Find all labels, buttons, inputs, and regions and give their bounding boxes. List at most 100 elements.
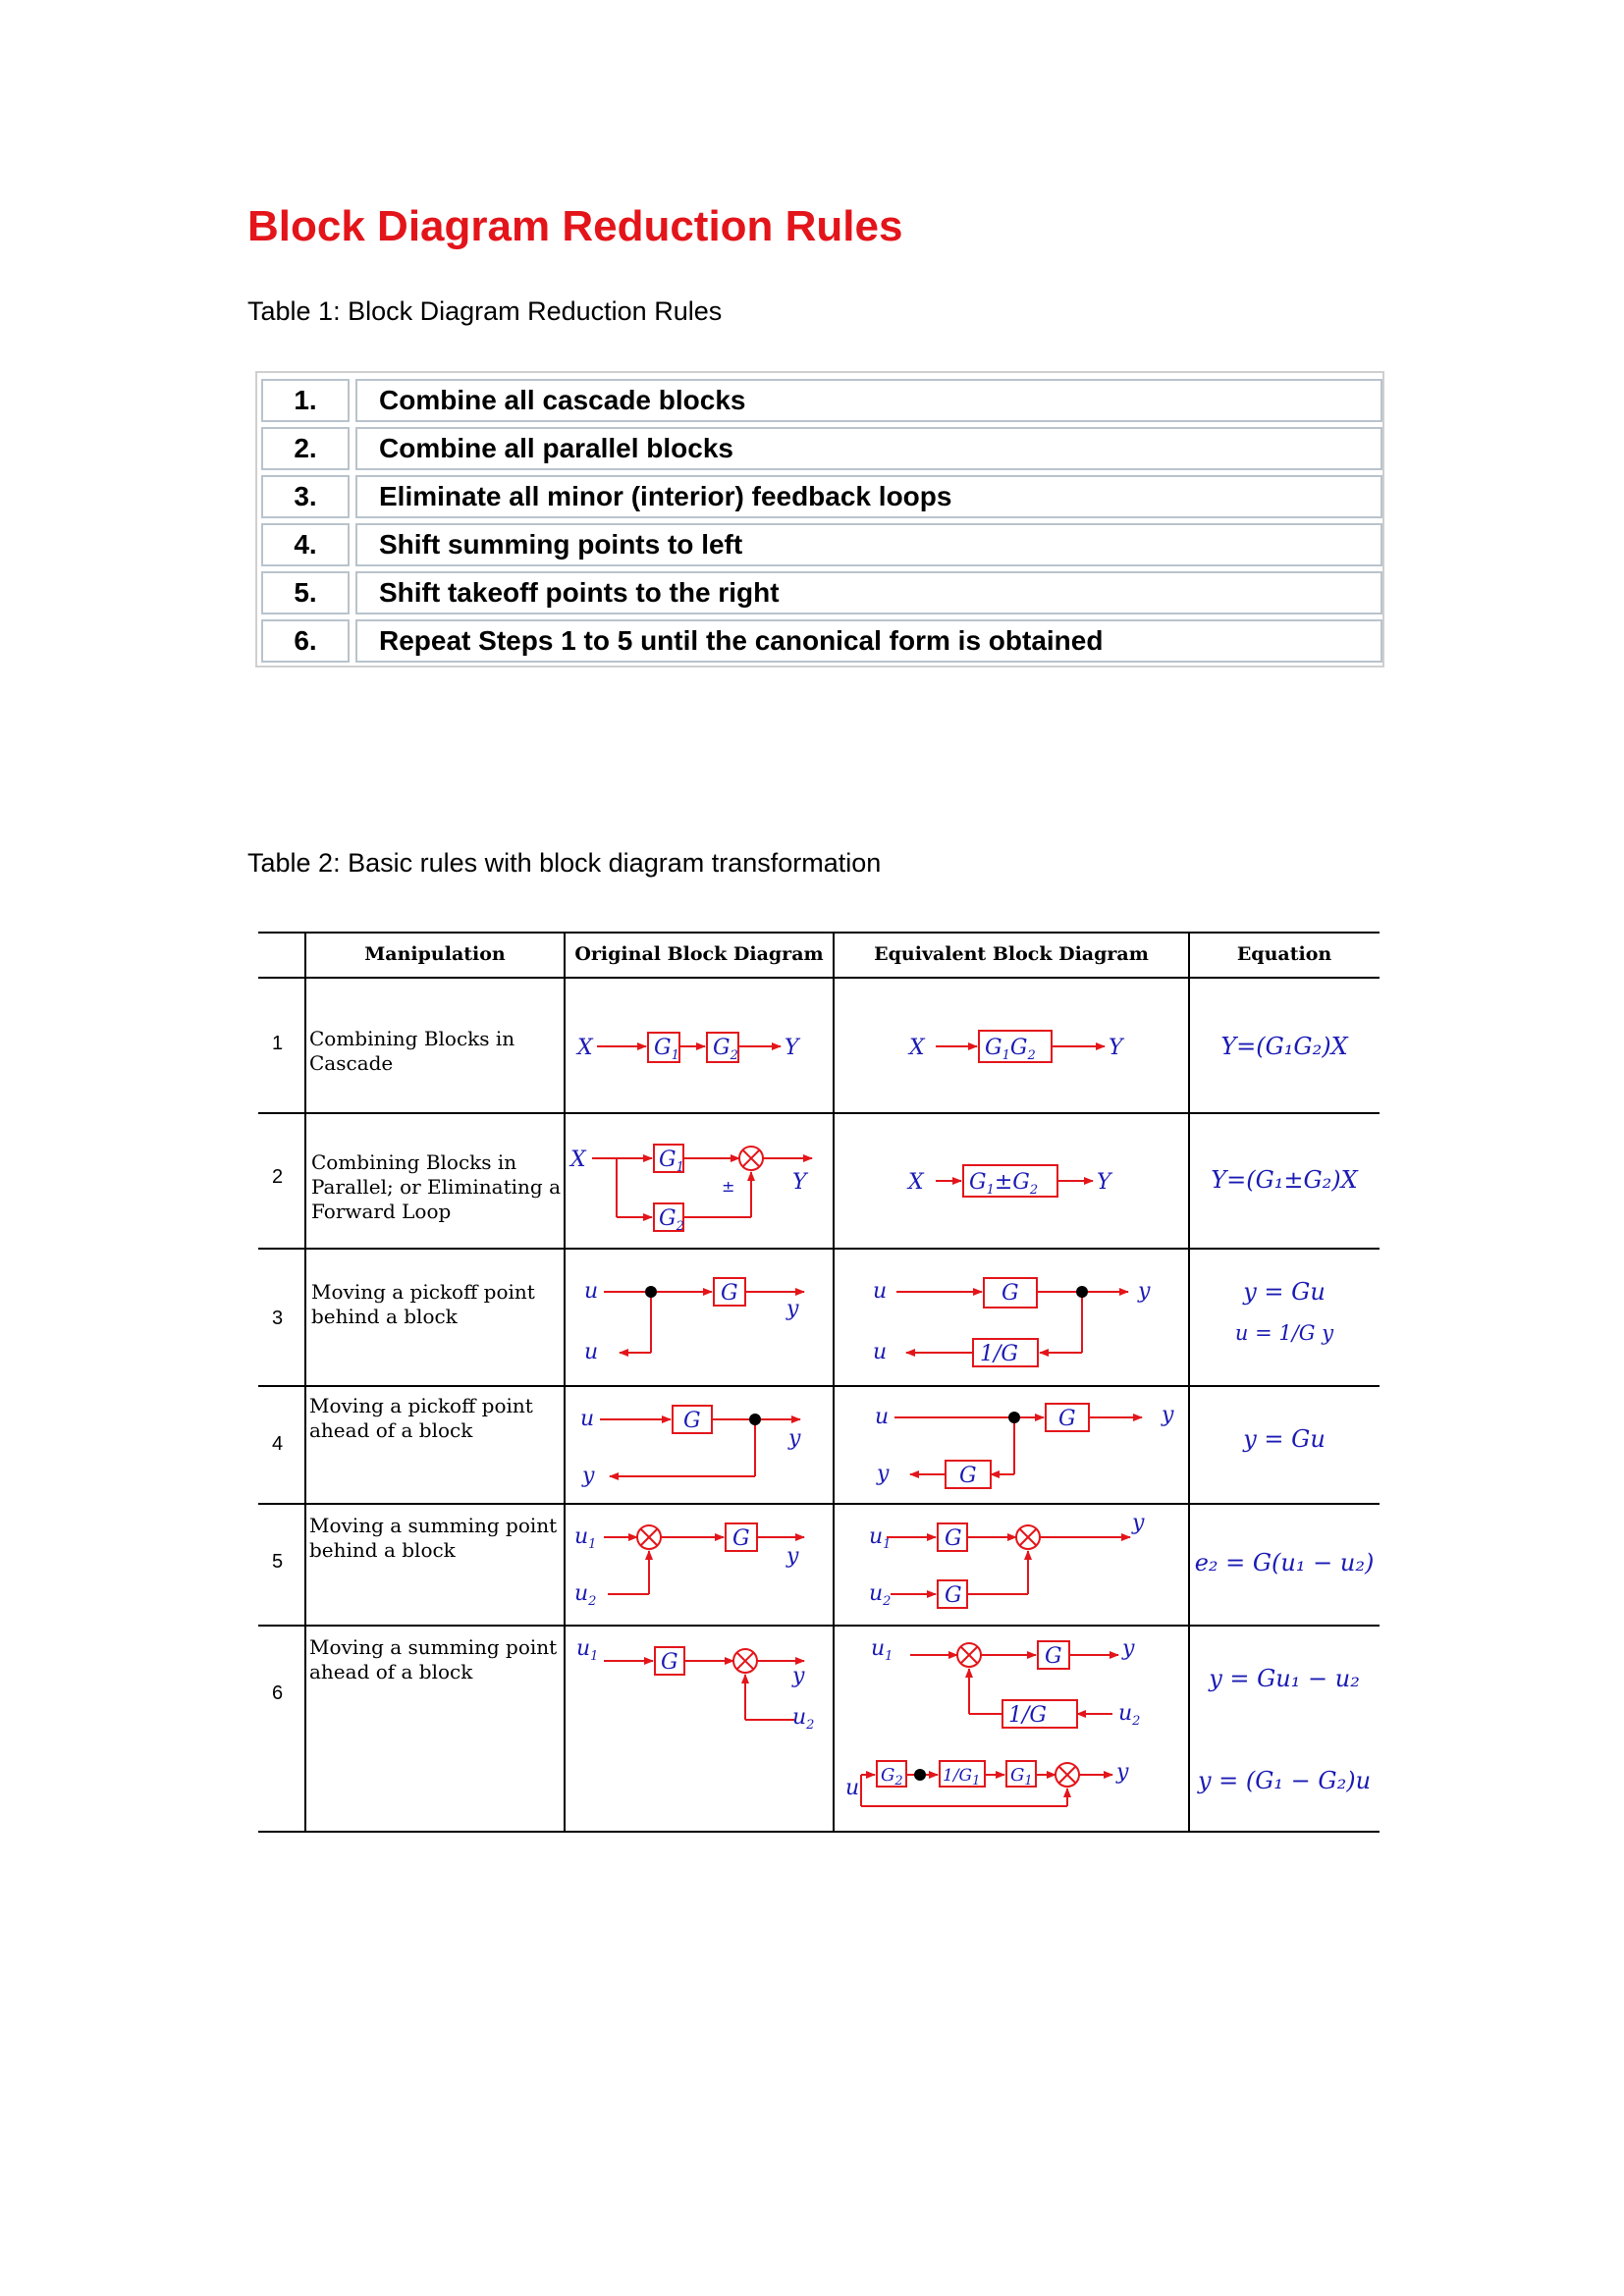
- table-row: 2. Combine all parallel blocks: [261, 427, 1382, 470]
- rule-number: 4.: [261, 523, 350, 566]
- svg-text:u1: u1: [576, 1636, 598, 1664]
- svg-text:G1±G2: G1±G2: [969, 1170, 1038, 1198]
- equation: y = Gu: [1243, 1425, 1326, 1453]
- svg-text:G: G: [661, 1650, 678, 1675]
- table-row: 3. Eliminate all minor (interior) feedba…: [261, 475, 1382, 518]
- svg-text:Y: Y: [785, 1036, 801, 1060]
- svg-text:u2: u2: [574, 1581, 596, 1609]
- svg-text:u1: u1: [869, 1524, 891, 1552]
- svg-text:u: u: [584, 1279, 598, 1304]
- svg-text:u: u: [873, 1279, 887, 1304]
- manipulation-text: Moving a pickoff point behind a block: [311, 1280, 535, 1328]
- row-number: 4: [272, 1433, 284, 1455]
- svg-text:±: ±: [722, 1177, 734, 1196]
- svg-text:X: X: [575, 1036, 594, 1060]
- reduction-rules-table: 1. Combine all cascade blocks 2. Combine…: [255, 371, 1384, 667]
- svg-text:G1: G1: [1010, 1765, 1033, 1789]
- svg-text:G1: G1: [659, 1148, 684, 1175]
- svg-text:1/G: 1/G: [1008, 1703, 1047, 1728]
- svg-text:y: y: [1137, 1279, 1151, 1304]
- svg-text:y: y: [581, 1464, 595, 1488]
- svg-text:G2: G2: [659, 1206, 684, 1234]
- equation: y = Gu: [1243, 1278, 1326, 1306]
- manipulation-text: Moving a summing point ahead of a block: [309, 1635, 558, 1683]
- svg-text:G: G: [945, 1526, 962, 1551]
- svg-text:X: X: [907, 1036, 926, 1060]
- table1-caption: Table 1: Block Diagram Reduction Rules: [247, 296, 723, 326]
- svg-text:u1: u1: [871, 1636, 893, 1664]
- svg-text:u2: u2: [869, 1581, 891, 1609]
- rule-text: Repeat Steps 1 to 5 until the canonical …: [355, 619, 1382, 663]
- table-row: 6. Repeat Steps 1 to 5 until the canonic…: [261, 619, 1382, 663]
- manipulation-text: Moving a summing point behind a block: [309, 1514, 558, 1562]
- svg-text:G: G: [1001, 1281, 1019, 1306]
- svg-text:y: y: [787, 1426, 801, 1451]
- svg-text:G: G: [1058, 1407, 1076, 1431]
- row-number: 5: [272, 1551, 284, 1573]
- svg-text:G: G: [732, 1526, 750, 1551]
- manipulation-text: Moving a pickoff point ahead of a block: [309, 1394, 533, 1442]
- rule-number: 1.: [261, 379, 350, 422]
- equation-secondary: u = 1/G y: [1234, 1321, 1334, 1345]
- svg-text:G1G2: G1G2: [985, 1036, 1036, 1063]
- svg-text:X: X: [906, 1170, 925, 1195]
- rule-number: 5.: [261, 571, 350, 614]
- svg-text:u: u: [580, 1407, 594, 1431]
- svg-text:u2: u2: [792, 1705, 814, 1733]
- svg-text:y: y: [791, 1664, 805, 1688]
- rule-number: 2.: [261, 427, 350, 470]
- svg-text:u2: u2: [1118, 1701, 1140, 1729]
- svg-text:G2: G2: [713, 1036, 738, 1063]
- svg-text:G: G: [1045, 1644, 1062, 1669]
- table-grid-and-diagrams: X G1 G2 Y X G1G2 Y X G1 G2 ± Y X G1±G2 Y…: [258, 932, 1380, 1833]
- table-row: 5. Shift takeoff points to the right: [261, 571, 1382, 614]
- equation: Y=(G₁G₂)X: [1220, 1033, 1348, 1060]
- svg-text:Y: Y: [1097, 1170, 1113, 1195]
- svg-text:u: u: [584, 1340, 598, 1364]
- svg-text:u1: u1: [574, 1524, 596, 1552]
- table-row: 1. Combine all cascade blocks: [261, 379, 1382, 422]
- svg-text:u: u: [845, 1776, 859, 1800]
- svg-text:y: y: [876, 1462, 890, 1486]
- svg-text:G2: G2: [881, 1765, 903, 1789]
- svg-text:G: G: [683, 1409, 701, 1433]
- row-number: 3: [272, 1308, 284, 1329]
- svg-text:G: G: [721, 1281, 738, 1306]
- equation: Y=(G₁±G₂)X: [1211, 1166, 1358, 1194]
- row-number: 1: [272, 1033, 284, 1054]
- header-manipulation: Manipulation: [364, 943, 506, 965]
- page-title: Block Diagram Reduction Rules: [247, 202, 903, 250]
- svg-text:X: X: [568, 1148, 587, 1172]
- rule-number: 3.: [261, 475, 350, 518]
- rule-text: Shift summing points to left: [355, 523, 1382, 566]
- svg-text:u: u: [875, 1405, 889, 1429]
- rule-text: Combine all parallel blocks: [355, 427, 1382, 470]
- table-row: 4. Shift summing points to left: [261, 523, 1382, 566]
- manipulation-text: Combining Blocks in Cascade: [309, 1027, 515, 1075]
- manipulation-text: Combining Blocks in Parallel; or Elimina…: [311, 1150, 562, 1223]
- rule-text: Combine all cascade blocks: [355, 379, 1382, 422]
- row-number: 2: [272, 1166, 284, 1188]
- rule-number: 6.: [261, 619, 350, 663]
- svg-text:G1: G1: [654, 1036, 679, 1063]
- equation: y = Gu₁ − u₂: [1209, 1665, 1360, 1692]
- header-equation: Equation: [1236, 943, 1332, 965]
- svg-text:G: G: [945, 1583, 962, 1608]
- transformation-table: X G1 G2 Y X G1G2 Y X G1 G2 ± Y X G1±G2 Y…: [258, 931, 1380, 1834]
- svg-text:G: G: [959, 1464, 977, 1488]
- header-equivalent: Equivalent Block Diagram: [874, 943, 1149, 965]
- svg-text:y: y: [1115, 1760, 1129, 1785]
- table2-caption: Table 2: Basic rules with block diagram …: [247, 848, 882, 878]
- svg-text:y: y: [785, 1297, 799, 1321]
- equation: e₂ = G(u₁ − u₂): [1194, 1549, 1375, 1576]
- svg-text:y: y: [785, 1544, 799, 1569]
- svg-text:Y: Y: [1109, 1036, 1125, 1060]
- row-number: 6: [272, 1682, 284, 1704]
- rule-text: Eliminate all minor (interior) feedback …: [355, 475, 1382, 518]
- header-original: Original Block Diagram: [574, 943, 824, 965]
- equation-secondary: y = (G₁ − G₂)u: [1197, 1767, 1372, 1794]
- svg-text:u: u: [873, 1340, 887, 1364]
- svg-text:y: y: [1121, 1636, 1135, 1661]
- svg-text:y: y: [1131, 1511, 1145, 1535]
